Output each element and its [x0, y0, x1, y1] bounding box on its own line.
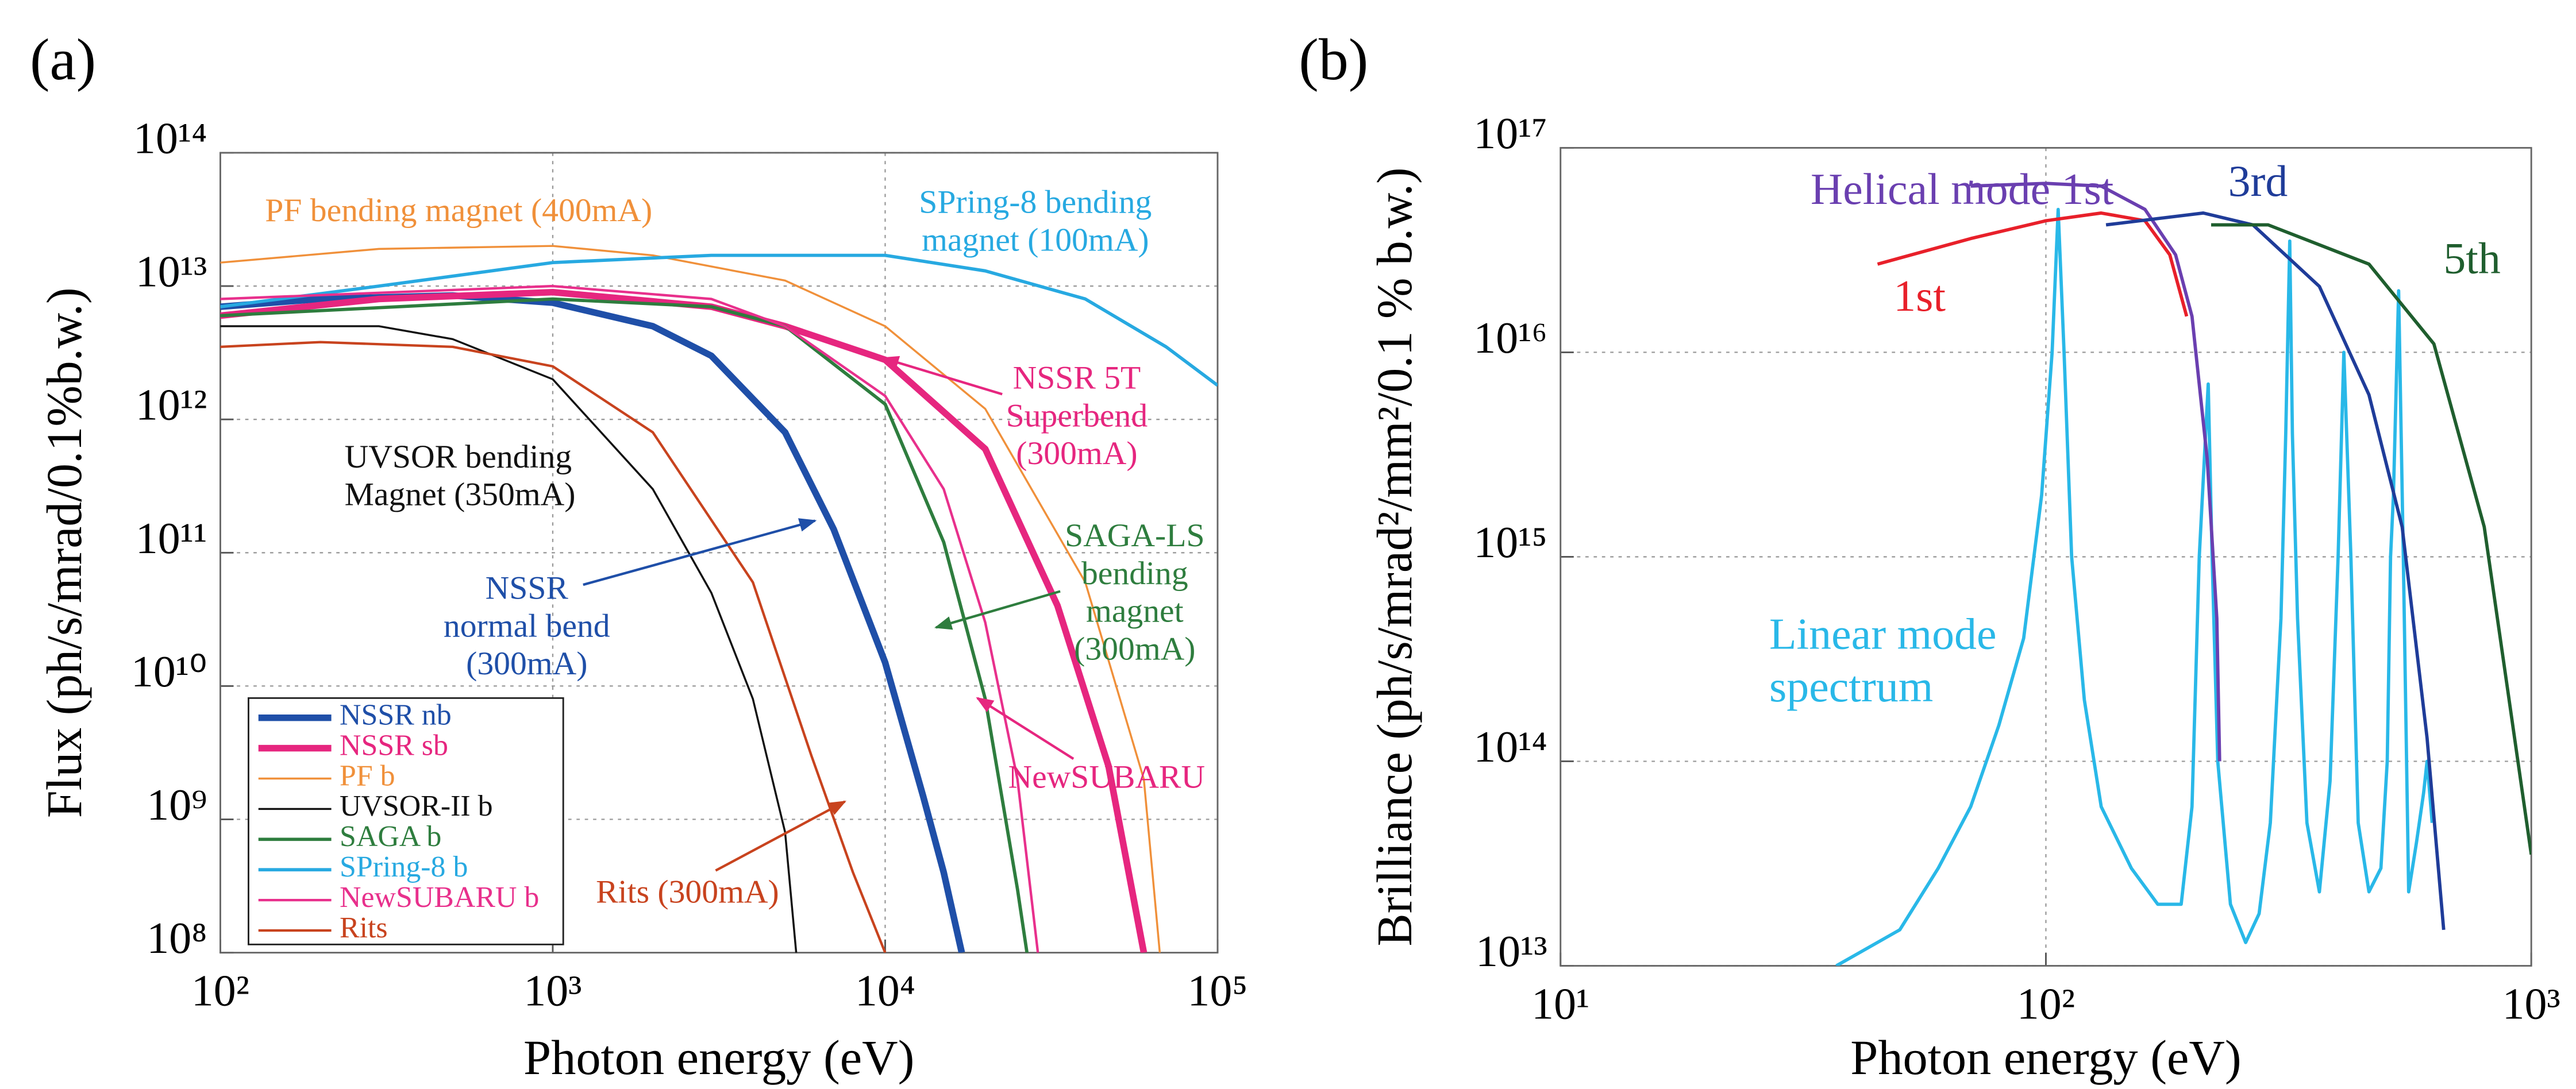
annotation: normal bend [444, 608, 610, 644]
series-line [2211, 225, 2531, 855]
annotation: NSSR [486, 570, 569, 607]
panel-label: (a) [30, 27, 96, 92]
annotation: (300mA) [1074, 631, 1195, 667]
annotation: magnet (100mA) [922, 222, 1149, 258]
legend-label: NewSUBARU b [340, 881, 539, 914]
series-label: 3rd [2228, 156, 2288, 206]
x-axis-label: Photon energy (eV) [1850, 1030, 2241, 1085]
y-tick-label: 10¹⁴ [1473, 722, 1547, 771]
x-axis-label: Photon energy (eV) [523, 1030, 914, 1085]
series-label: 5th [2443, 234, 2500, 283]
legend-label: NSSR nb [340, 699, 452, 732]
legend-label: UVSOR-II b [340, 790, 493, 822]
annotation: Rits (300mA) [596, 874, 779, 910]
series-label: 1st [1893, 271, 1946, 320]
annotation: (300mA) [1016, 435, 1137, 472]
y-tick-label: 10¹⁵ [1473, 518, 1547, 567]
y-tick-label: 10¹⁶ [1473, 313, 1547, 362]
legend-label: SPring-8 b [340, 851, 468, 883]
panel-label: (b) [1299, 27, 1368, 92]
annotation: Superbend [1006, 398, 1148, 434]
x-tick-label: 10³ [2502, 979, 2560, 1029]
y-tick-label: 10⁸ [147, 913, 207, 963]
legend-label: PF b [340, 760, 395, 793]
x-tick-label: 10³ [523, 966, 582, 1015]
annotation: SAGA-LS [1065, 518, 1204, 554]
plot-frame [1561, 148, 2531, 966]
x-tick-label: 10¹ [1531, 979, 1589, 1029]
series-label: Helical mode 1st [1811, 164, 2114, 214]
y-tick-label: 10¹⁰ [131, 647, 207, 696]
x-tick-label: 10² [191, 966, 249, 1015]
annotation: Magnet (350mA) [345, 477, 576, 513]
annotation: magnet [1086, 593, 1184, 630]
series-label: Linear mode spectrum [1769, 608, 2017, 713]
annotation: UVSOR bending [345, 439, 572, 475]
y-tick-label: 10¹³ [136, 247, 207, 296]
label-connector [1971, 181, 1972, 186]
y-axis-label: Flux (ph/s/mrad/0.1%b.w.) [37, 287, 92, 818]
annotation: NSSR 5T [1013, 360, 1141, 396]
annotation: SPring-8 bending [919, 184, 1152, 221]
y-tick-label: 10¹² [136, 380, 207, 430]
series-line [2106, 213, 2444, 930]
y-tick-label: 10⁹ [147, 780, 207, 829]
legend-label: SAGA b [340, 820, 441, 853]
y-tick-label: 10¹⁷ [1473, 109, 1547, 158]
x-tick-label: 10⁵ [1187, 966, 1247, 1015]
figure: (a)10²10³10⁴10⁵10⁸10⁹10¹⁰10¹¹10¹²10¹³10¹… [0, 0, 2576, 1089]
legend-label: NSSR sb [340, 729, 448, 762]
x-tick-label: 10² [2017, 979, 2075, 1029]
legend-label: Rits [340, 912, 388, 944]
annotation: NewSUBARU [1008, 759, 1205, 795]
y-tick-label: 10¹⁴ [133, 114, 207, 163]
y-tick-label: 10¹¹ [136, 513, 207, 563]
annotation: (300mA) [466, 646, 587, 682]
series-label-box: Linear mode spectrum [1769, 608, 2017, 723]
series-line [1836, 210, 2432, 966]
y-tick-label: 10¹³ [1476, 926, 1547, 976]
annotation: bending [1081, 555, 1188, 592]
annotation: PF bending magnet (400mA) [265, 192, 652, 229]
y-axis-label: Brilliance (ph/s/mrad²/mm²/0.1 % b.w.) [1367, 167, 1422, 946]
x-tick-label: 10⁴ [855, 966, 915, 1015]
annotation-arrow [936, 592, 1060, 628]
